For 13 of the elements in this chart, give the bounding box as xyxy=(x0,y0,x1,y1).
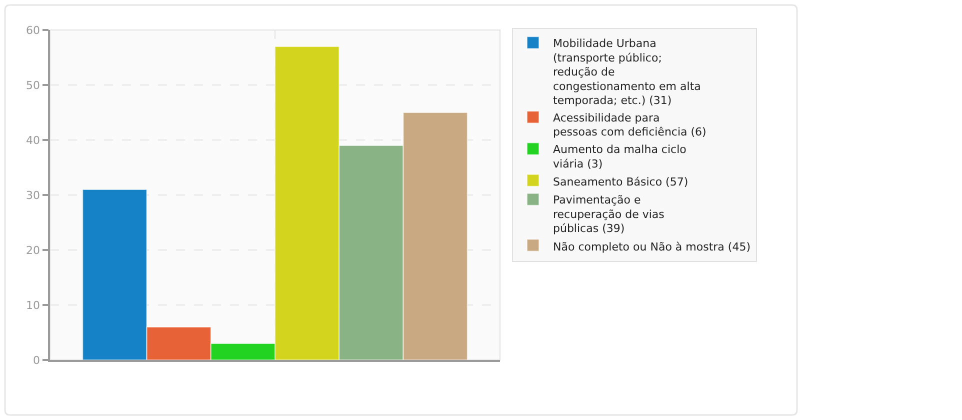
legend-label: Mobilidade Urbana (transporte público; redução de congestionamento em alta temporada; etc.) (31) xyxy=(553,36,701,108)
legend-label: Acessibilidade para pessoas com deficiência (6) xyxy=(553,111,706,139)
y-tick-label: 30 xyxy=(26,188,40,202)
y-tick-label: 0 xyxy=(33,354,40,367)
legend-label: Saneamento Básico (57) xyxy=(553,175,688,188)
legend-label: Aumento da malha ciclo viária (3) xyxy=(553,143,687,170)
legend-label: Não completo ou Não à mostra (45) xyxy=(553,240,750,254)
y-tick-label: 10 xyxy=(26,298,40,312)
legend-label: Pavimentação e recuperação de vias públicas (39) xyxy=(553,194,665,236)
y-tick-label: 40 xyxy=(26,134,40,147)
y-tick-label: 50 xyxy=(26,78,40,92)
y-tick-label: 20 xyxy=(26,244,40,257)
y-tick-label: 60 xyxy=(26,24,40,37)
